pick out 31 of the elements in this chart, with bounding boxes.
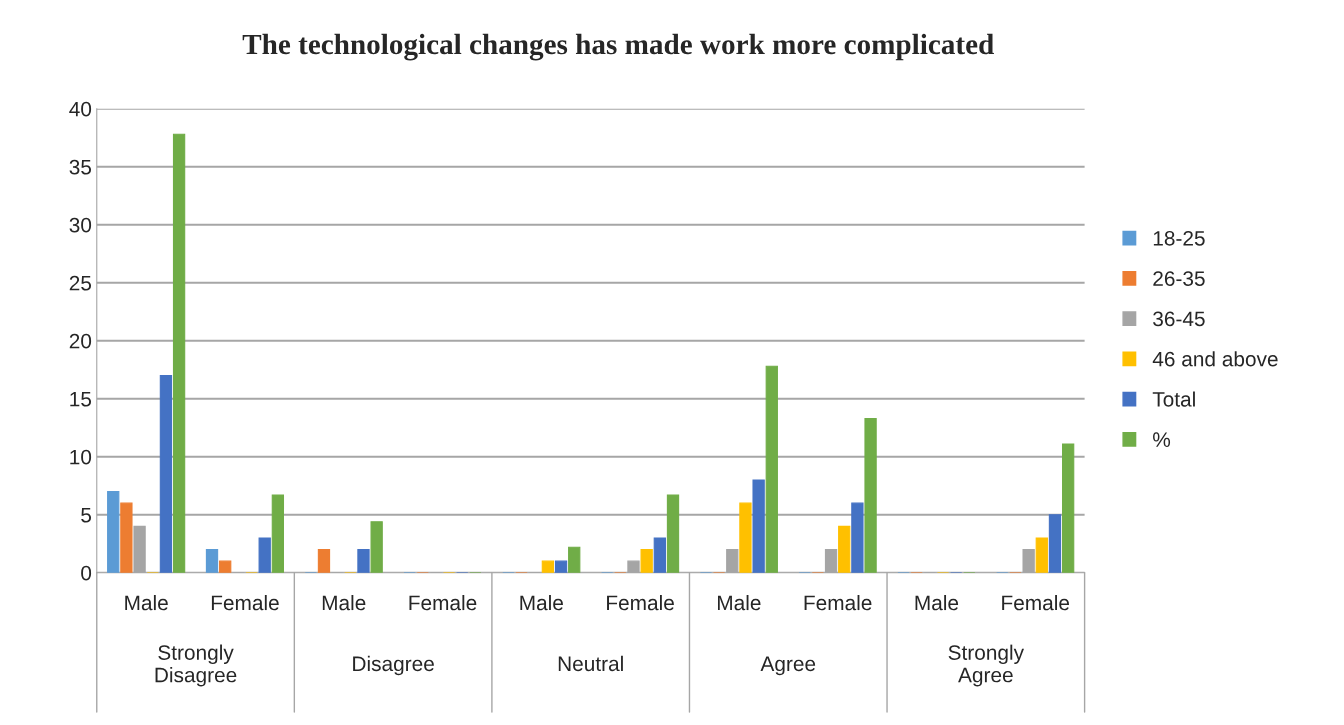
y-tick-label: 30 [69,217,92,233]
x-tick-label: Female [409,594,477,611]
legend-label: 46 and above [1152,351,1278,367]
legend-label: Total [1152,391,1195,407]
x-tick-label: Female [211,594,279,611]
y-tick-label: 15 [70,391,92,407]
x-tick-label: Male [322,594,366,611]
x-tick-label: Female [607,594,674,611]
y-tick-label: 25 [69,275,92,291]
legend-label: 36-45 [1153,311,1205,327]
chart-title: The technological changes has made work more complicated [242,33,994,61]
x-tick-label: Female [1002,594,1070,611]
text: Agree [760,656,816,676]
x-tick-label: Male [125,594,168,611]
legend-label: 18-25 [1153,230,1205,246]
text: Disagree [353,655,434,676]
text: Neutral [558,655,623,672]
y-tick-label: 35 [69,159,92,175]
y-tick-label: 40 [69,101,92,117]
x-tick-label: Male [520,594,563,611]
y-tick-label: 20 [69,333,92,349]
text: Strongly Agree [948,644,1024,687]
y-tick-label: 0 [81,565,92,581]
x-tick-label: Female [804,594,872,611]
text: Strongly Disagree [155,644,237,687]
y-tick-label: 5 [81,507,92,523]
x-tick-label: Male [718,594,761,611]
x-tick-label: Male [915,594,959,611]
y-tick-label: 10 [70,449,92,465]
legend-label: 26-35 [1153,271,1205,286]
legend-label: % [1153,432,1171,447]
